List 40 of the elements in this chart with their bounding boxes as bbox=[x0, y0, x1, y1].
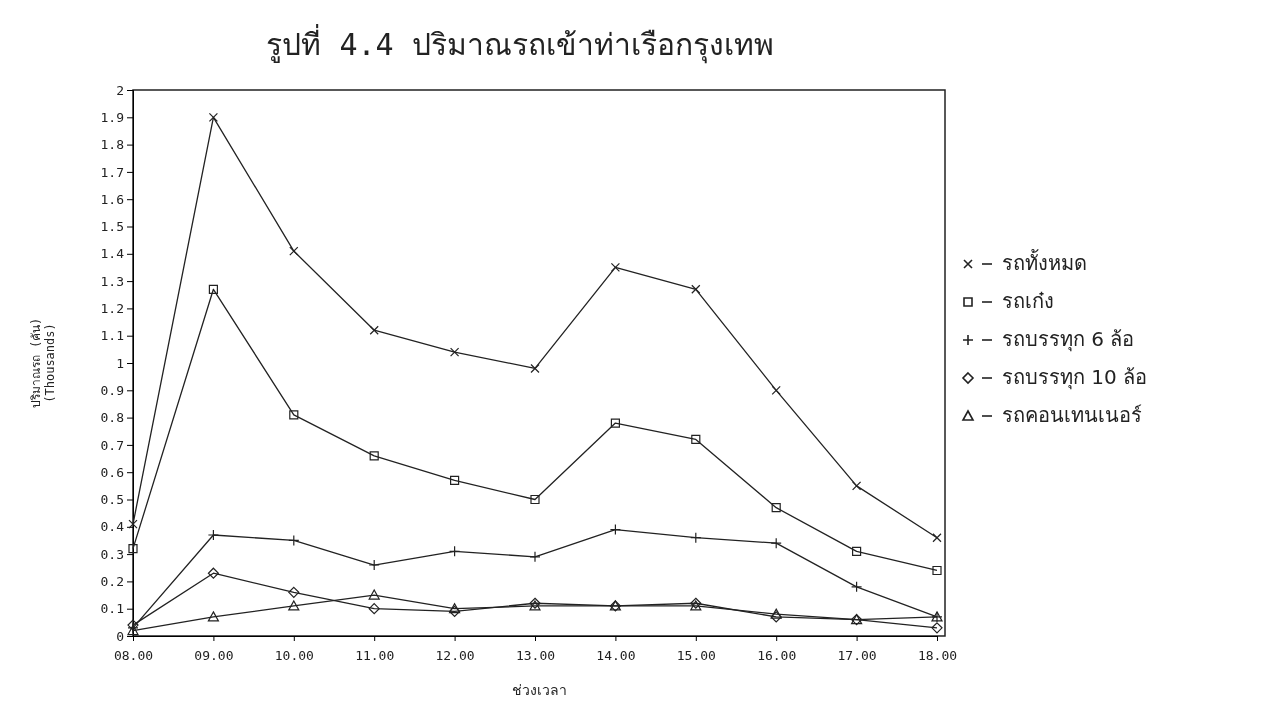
legend-label: รถเก๋ง bbox=[1002, 289, 1054, 313]
y-tick-label: 1.1 bbox=[100, 328, 124, 344]
y-axis-title: ปริมาณรถ (คัน) (Thousands) bbox=[29, 317, 58, 409]
y-tick-label: 1.2 bbox=[100, 301, 124, 317]
x-tick-label: 12.00 bbox=[435, 647, 475, 663]
x-axis-title: ช่วงเวลา bbox=[511, 682, 567, 698]
x-tick-label: 17.00 bbox=[837, 647, 877, 663]
y-tick-label: 1.3 bbox=[100, 273, 124, 289]
legend-label: รถทั้งหมด bbox=[1002, 249, 1087, 275]
y-tick-label: 1.5 bbox=[100, 219, 124, 235]
y-tick-label: 0 bbox=[116, 628, 124, 644]
y-tick-label: 0.7 bbox=[100, 437, 124, 453]
y-tick-label: 2 bbox=[116, 82, 124, 98]
x-tick-label: 13.00 bbox=[515, 647, 556, 663]
x-tick-label: 08.00 bbox=[113, 647, 154, 663]
y-tick-label: 0.5 bbox=[100, 492, 124, 508]
x-tick-label: 15.00 bbox=[676, 647, 716, 663]
x-tick-label: 16.00 bbox=[757, 647, 797, 663]
x-tick-label: 18.00 bbox=[917, 647, 958, 663]
y-tick-label: 1.7 bbox=[100, 164, 124, 180]
legend-label: รถบรรทุก 6 ล้อ bbox=[1002, 327, 1135, 352]
x-tick-label: 11.00 bbox=[355, 647, 395, 663]
y-tick-label: 0.8 bbox=[100, 410, 124, 426]
y-tick-label: 0.1 bbox=[100, 601, 124, 617]
y-tick-label: 1 bbox=[116, 355, 124, 371]
y-tick-label: 0.6 bbox=[100, 464, 124, 480]
y-tick-label: 0.4 bbox=[100, 519, 125, 535]
x-tick-label: 09.00 bbox=[194, 647, 234, 663]
y-tick-label: 0.3 bbox=[100, 546, 124, 562]
x-tick-label: 14.00 bbox=[596, 647, 636, 663]
legend-label: รถคอนเทนเนอร์ bbox=[1002, 403, 1142, 427]
y-tick-label: 1.8 bbox=[100, 137, 124, 153]
y-tick-label: 1.9 bbox=[100, 109, 124, 125]
y-tick-label: 1.4 bbox=[100, 246, 125, 262]
y-tick-label: 1.6 bbox=[100, 191, 124, 207]
legend-label: รถบรรทุก 10 ล้อ bbox=[1002, 365, 1148, 390]
y-tick-label: 0.2 bbox=[100, 574, 124, 590]
y-tick-label: 0.9 bbox=[100, 382, 124, 398]
x-tick-label: 10.00 bbox=[274, 647, 314, 663]
chart-title: รูปที่ 4.4 ปริมาณรถเข้าท่าเรือกรุงเทพ bbox=[266, 24, 774, 64]
